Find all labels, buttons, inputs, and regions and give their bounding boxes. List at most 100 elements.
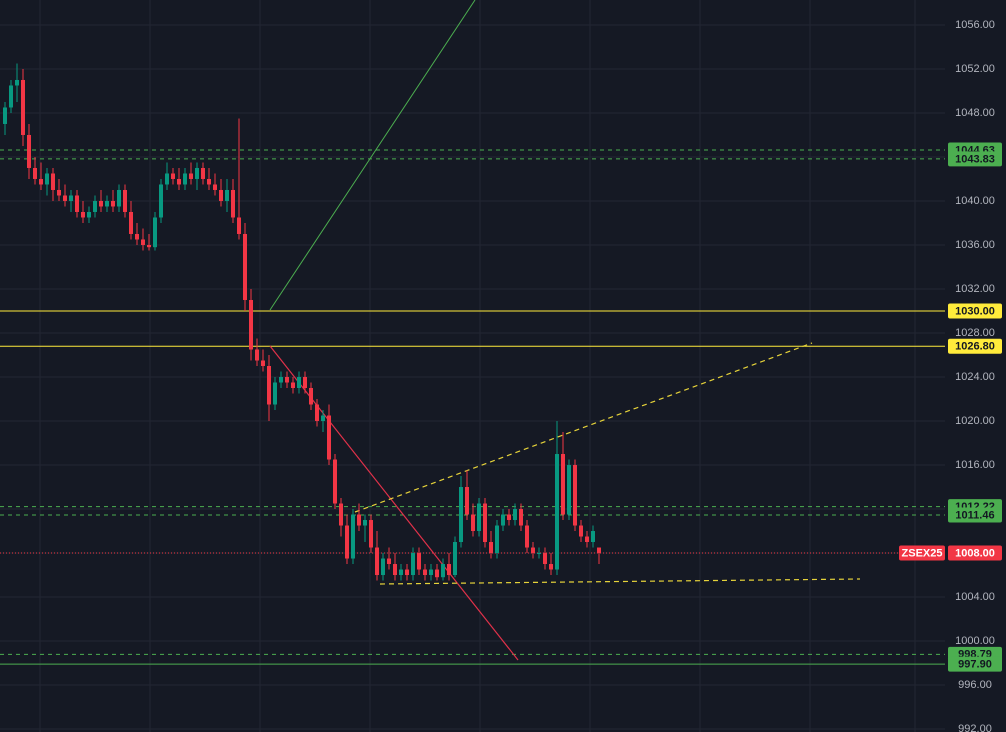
candle-body [183, 173, 187, 185]
candle-body [159, 184, 163, 218]
candle-body [315, 404, 319, 422]
candle-body [555, 454, 559, 570]
candle-body [147, 244, 151, 248]
candle-body [57, 189, 61, 196]
candle-body [165, 173, 169, 185]
candles [3, 63, 601, 581]
candle-body [585, 536, 589, 543]
trend-line [269, 0, 476, 311]
candle-body [207, 178, 211, 185]
price-badge-label: 1008.00 [955, 547, 995, 559]
candle-body [9, 85, 13, 108]
candle-body [201, 167, 205, 179]
candle-body [189, 173, 193, 179]
candle-body [417, 553, 421, 570]
candle-body [291, 382, 295, 389]
candle-body [63, 195, 67, 201]
y-tick-label: 1052.00 [955, 63, 995, 75]
candle-body [357, 514, 361, 526]
candle-body [531, 547, 535, 554]
candle-body [177, 178, 181, 185]
candle-body [123, 189, 127, 212]
y-tick-label: 1016.00 [955, 459, 995, 471]
candle-body [303, 377, 307, 389]
candle-body [333, 459, 337, 504]
price-badge [948, 303, 1002, 319]
candle-body [471, 514, 475, 532]
price-badge [948, 338, 1002, 354]
candle-body [15, 79, 19, 86]
candle-body [369, 520, 373, 548]
candle-body [81, 211, 85, 218]
y-tick-label: 1040.00 [955, 195, 995, 207]
price-badge [948, 545, 1002, 561]
y-tick-label: 992.00 [958, 723, 992, 732]
candle-body [87, 211, 91, 218]
price-badge [948, 151, 1002, 167]
y-tick-label: 1056.00 [955, 19, 995, 31]
price-badge [948, 507, 1002, 523]
candle-body [435, 569, 439, 578]
grid [0, 0, 945, 732]
price-badge-label: 1030.00 [955, 305, 995, 317]
candle-body [429, 569, 433, 576]
candle-body [597, 547, 601, 554]
candle-body [105, 200, 109, 207]
candle-body [27, 134, 31, 168]
candle-body [225, 189, 229, 201]
candle-body [549, 564, 553, 570]
candle-body [21, 79, 25, 135]
symbol-badge [899, 545, 945, 561]
candle-body [579, 525, 583, 537]
candle-body [129, 211, 133, 234]
price-badge [948, 656, 1002, 672]
candle-body [387, 558, 391, 565]
candle-body [525, 525, 529, 548]
price-badge-label: 1026.80 [955, 341, 995, 353]
y-tick-label: 1032.00 [955, 283, 995, 295]
candle-body [69, 195, 73, 201]
candle-body [363, 520, 367, 526]
candle-body [345, 525, 349, 559]
candle-body [219, 189, 223, 201]
candle-body [111, 200, 115, 207]
candle-body [423, 569, 427, 576]
candle-body [273, 382, 277, 405]
candle-body [321, 415, 325, 422]
candle-body [477, 503, 481, 532]
candle-body [483, 503, 487, 543]
price-badge-label: 1011.46 [955, 509, 994, 521]
candle-body [339, 503, 343, 526]
candle-body [459, 487, 463, 543]
y-tick-label: 1028.00 [955, 327, 995, 339]
price-badge-label: 997.90 [958, 659, 992, 671]
candle-body [297, 377, 301, 389]
candle-body [543, 553, 547, 565]
candle-body [501, 514, 505, 526]
candle-body [441, 564, 445, 578]
axis-labels: 992.00996.001000.001004.001008.001012.00… [899, 19, 1002, 732]
candle-body [261, 360, 265, 366]
price-axis [945, 0, 1006, 732]
y-tick-label: 1048.00 [955, 107, 995, 119]
candle-body [231, 189, 235, 218]
candle-body [591, 531, 595, 543]
trend-line [354, 342, 813, 513]
candle-body [51, 173, 55, 190]
candle-body [171, 173, 175, 179]
y-tick-label: 1036.00 [955, 239, 995, 251]
candle-body [279, 377, 283, 383]
candle-body [135, 233, 139, 240]
candle-body [375, 547, 379, 576]
candle-body [237, 217, 241, 234]
candle-body [513, 509, 517, 521]
y-tick-label: 1000.00 [955, 635, 995, 647]
candle-body [255, 349, 259, 361]
candle-body [213, 184, 217, 190]
candle-body [573, 465, 577, 526]
candle-body [393, 564, 397, 576]
y-tick-label: 996.00 [958, 679, 992, 691]
candle-body [141, 239, 145, 245]
